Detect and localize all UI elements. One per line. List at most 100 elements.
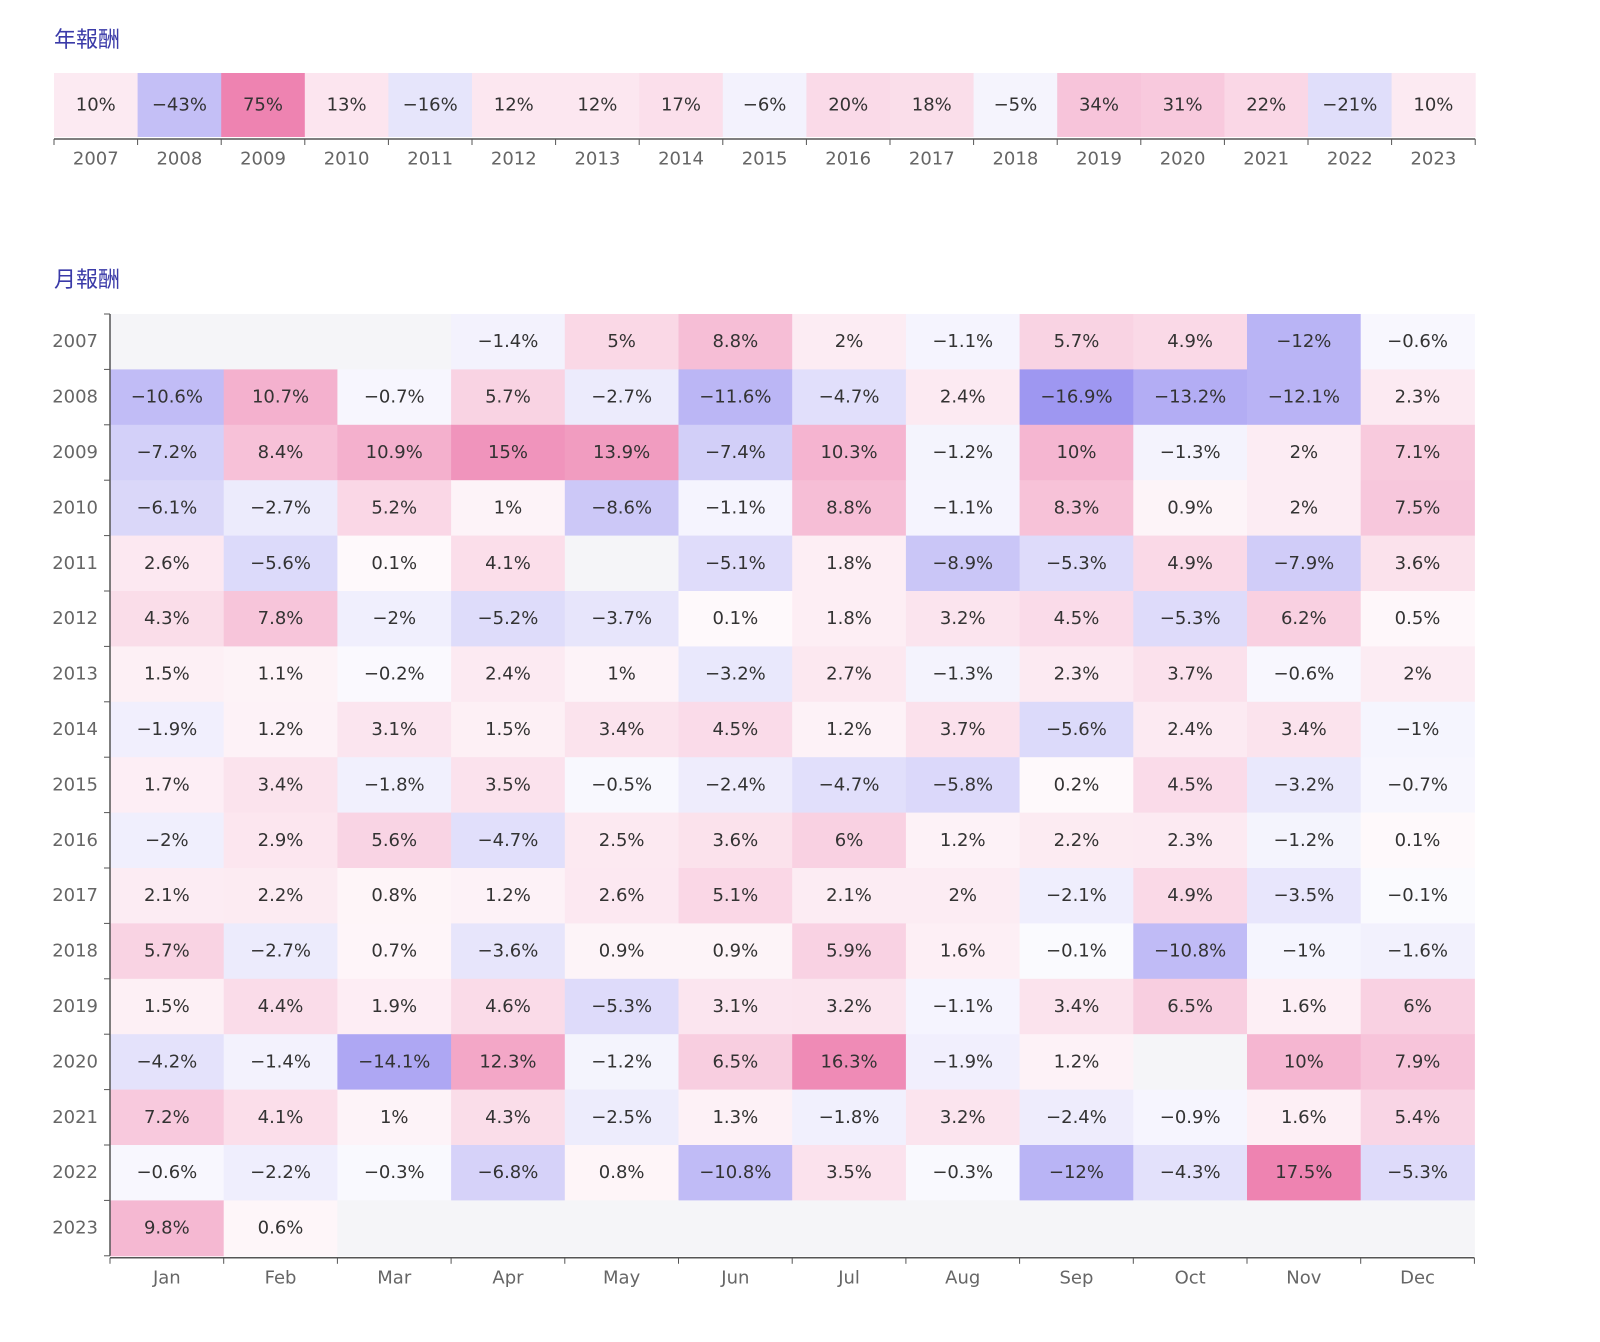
monthly-cell (223, 480, 338, 537)
monthly-cell-label: −4.7% (819, 387, 880, 408)
monthly-cell-label: 4.1% (485, 553, 531, 574)
monthly-cell (1133, 646, 1248, 703)
monthly-cell-label: 1.8% (826, 608, 872, 629)
monthly-cell (1247, 757, 1362, 814)
monthly-cell (1360, 1089, 1475, 1146)
monthly-cell (792, 1089, 907, 1146)
annual-year-label: 2023 (1410, 149, 1456, 170)
monthly-cell (905, 535, 1021, 592)
monthly-cell (1360, 314, 1475, 370)
monthly-month-label: Sep (1059, 1267, 1093, 1288)
monthly-cell-label: 4.5% (1167, 774, 1213, 795)
annual-cell (388, 73, 473, 137)
monthly-cell-label: −2.7% (250, 941, 311, 962)
monthly-cell-label: 1.8% (826, 553, 872, 574)
monthly-cell (1019, 369, 1134, 426)
monthly-cell (451, 812, 566, 869)
monthly-cell (1247, 314, 1362, 370)
monthly-cell-label: 1.1% (258, 664, 304, 685)
monthly-cell-label: 3.4% (1281, 719, 1327, 740)
monthly-cell (223, 868, 338, 924)
monthly-cell (792, 314, 907, 370)
monthly-cell-label: 2% (1290, 497, 1319, 518)
monthly-cell (1247, 923, 1362, 980)
monthly-year-label: 2007 (52, 331, 98, 352)
monthly-cell-label: 7.1% (1395, 442, 1441, 463)
monthly-cell-label: 1.5% (485, 719, 531, 740)
monthly-cell (1019, 923, 1134, 980)
monthly-cell-label: −5.8% (932, 774, 993, 795)
monthly-cell (110, 868, 225, 924)
monthly-cell-label: 3.6% (712, 830, 758, 851)
annual-cell-label: 34% (1079, 95, 1119, 116)
annual-cell (890, 73, 975, 137)
monthly-cell-label: −1.1% (932, 497, 993, 518)
monthly-cell (451, 369, 566, 426)
monthly-cell-label: −1.1% (932, 331, 993, 352)
monthly-cell-label: 4.1% (258, 1107, 304, 1128)
monthly-cell-label: 4.3% (144, 608, 190, 629)
annual-cell-label: 13% (327, 95, 367, 116)
monthly-cell-label: 1.2% (258, 719, 304, 740)
monthly-cell (792, 646, 907, 703)
monthly-cell (110, 646, 225, 703)
monthly-cell (1247, 480, 1362, 537)
monthly-year-label: 2008 (52, 387, 98, 408)
monthly-cell-label: −1.2% (932, 442, 993, 463)
monthly-cell (223, 701, 338, 758)
monthly-year-label: 2023 (52, 1218, 98, 1239)
monthly-cell (1019, 314, 1134, 370)
monthly-cell (223, 812, 338, 869)
monthly-cell (1247, 812, 1362, 869)
monthly-cell (451, 480, 566, 537)
monthly-cell-label: 5.1% (712, 885, 758, 906)
monthly-cell (451, 868, 566, 924)
monthly-cell-label: −1.9% (932, 1051, 993, 1072)
monthly-cell-label: 3.1% (712, 996, 758, 1017)
monthly-cell-label: −2.5% (591, 1107, 652, 1128)
monthly-year-label: 2011 (52, 553, 98, 574)
annual-cell-label: 75% (243, 95, 283, 116)
monthly-cell (451, 535, 566, 592)
monthly-cell (1019, 646, 1134, 703)
annual-cell (1308, 73, 1393, 137)
monthly-cell (678, 701, 793, 758)
monthly-cell (1133, 701, 1248, 758)
monthly-cell (792, 1034, 907, 1091)
annual-year-label: 2021 (1243, 149, 1289, 170)
monthly-cell (451, 1034, 566, 1091)
monthly-month-label: Jan (152, 1267, 181, 1288)
monthly-cell-label: −0.1% (1387, 885, 1448, 906)
monthly-cell (678, 1145, 793, 1201)
monthly-cell-label: 0.8% (371, 885, 417, 906)
monthly-cell (678, 923, 793, 980)
monthly-cell-label: 0.1% (1395, 830, 1441, 851)
monthly-cell-label: −2.1% (1046, 885, 1107, 906)
monthly-cell (1360, 978, 1475, 1035)
monthly-cell-label: 3.2% (940, 1107, 986, 1128)
monthly-cell-label: 10% (1284, 1051, 1324, 1072)
monthly-cell (905, 480, 1021, 537)
annual-cell-label: 12% (494, 95, 534, 116)
monthly-cell (678, 1200, 793, 1257)
monthly-cell-label: 7.8% (258, 608, 304, 629)
monthly-cell (905, 868, 1021, 924)
annual-cell (304, 73, 389, 137)
monthly-cell-label: −1.2% (591, 1051, 652, 1072)
monthly-cell-label: −14.1% (358, 1051, 430, 1072)
monthly-month-label: Nov (1286, 1267, 1321, 1288)
monthly-cell-label: −12% (1276, 331, 1331, 352)
monthly-year-label: 2016 (52, 830, 98, 851)
monthly-cell (678, 1034, 793, 1091)
monthly-cell (1019, 701, 1134, 758)
monthly-cell-label: 15% (488, 442, 528, 463)
monthly-cell-label: 6% (835, 830, 864, 851)
annual-cell (806, 73, 891, 137)
monthly-cell-label: −5.2% (478, 608, 539, 629)
monthly-cell (792, 480, 907, 537)
monthly-cell-label: 1.3% (712, 1107, 758, 1128)
annual-returns-heatmap: 10% −43% 75% 13% −16% 12% 12% 17% −6% 20% 18% −5% 34… (53, 73, 1476, 170)
monthly-cell-label: −10.6% (131, 387, 203, 408)
monthly-cell-label: 2.4% (485, 664, 531, 685)
annual-returns-title: 年報酬 (54, 28, 121, 53)
